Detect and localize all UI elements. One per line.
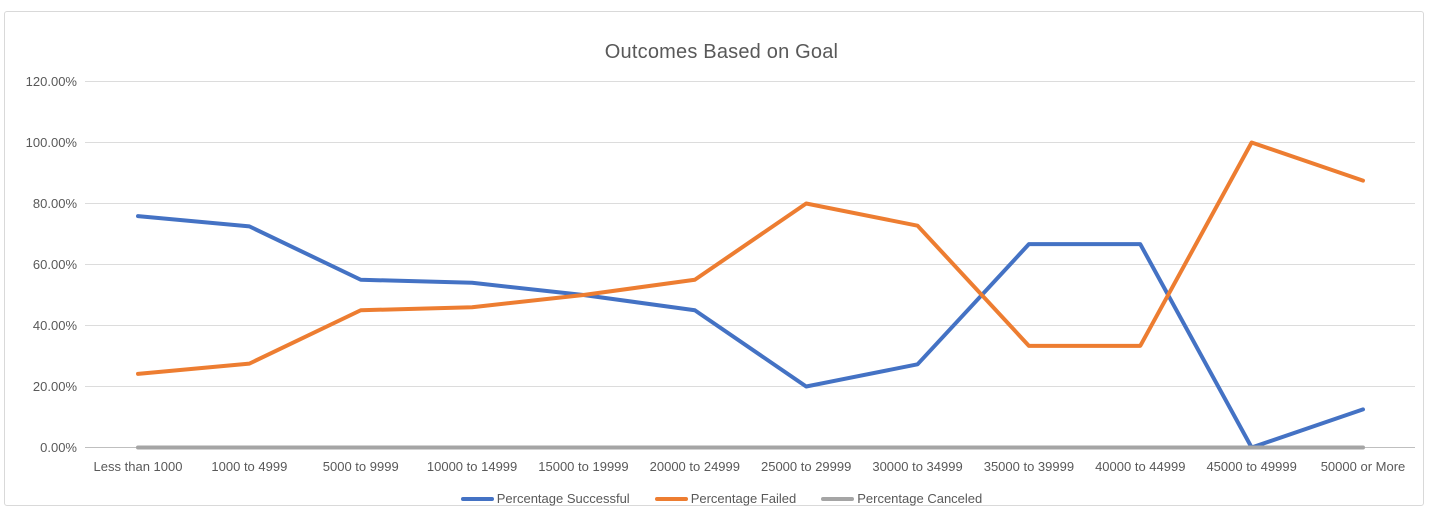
legend-item-percentage-canceled: Percentage Canceled [821,491,982,506]
series-line-percentage-failed [136,140,1365,376]
x-category-label: 35000 to 39999 [984,459,1074,474]
x-category-label: Less than 1000 [94,459,183,474]
y-tick-label: 0.00% [40,440,77,455]
legend-label: Percentage Failed [690,491,797,506]
y-tick-label: 120.00% [26,74,78,89]
legend-label: Percentage Successful [496,491,630,506]
y-tick-label: 40.00% [33,318,78,333]
chart-legend: Percentage Successful Percentage Failed … [5,491,1438,506]
x-category-label: 25000 to 29999 [761,459,851,474]
x-category-label: 20000 to 24999 [650,459,740,474]
legend-label: Percentage Canceled [857,491,983,506]
legend-item-percentage-failed: Percentage Failed [654,491,797,506]
x-category-label: 10000 to 14999 [427,459,517,474]
x-category-label: 45000 to 49999 [1206,459,1296,474]
line-chart-plot: 0.00% 20.00% 40.00% 60.00% 80.00% 100.00% 120.… [26,74,1415,474]
chart-title: Outcomes Based on Goal [604,41,839,63]
x-category-label: 5000 to 9999 [323,459,399,474]
series-line-percentage-successful [136,214,1365,450]
x-category-label: 1000 to 4999 [211,459,287,474]
legend-line-swatch-failed [654,496,688,501]
legend-line-swatch-successful [460,496,494,501]
legend-line-swatch-canceled [821,496,855,501]
chart-frame: Outcomes Based on Goal 0.00% 20.00% 40.00%… [4,11,1424,506]
x-category-label: 30000 to 34999 [872,459,962,474]
x-category-label: 15000 to 19999 [538,459,628,474]
y-tick-label: 100.00% [26,135,78,150]
legend-item-percentage-successful: Percentage Successful [460,491,630,506]
y-tick-label: 80.00% [33,196,78,211]
y-tick-label: 60.00% [33,257,78,272]
x-category-label: 50000 or More [1321,459,1406,474]
x-category-label: 40000 to 44999 [1095,459,1185,474]
y-tick-label: 20.00% [33,379,78,394]
